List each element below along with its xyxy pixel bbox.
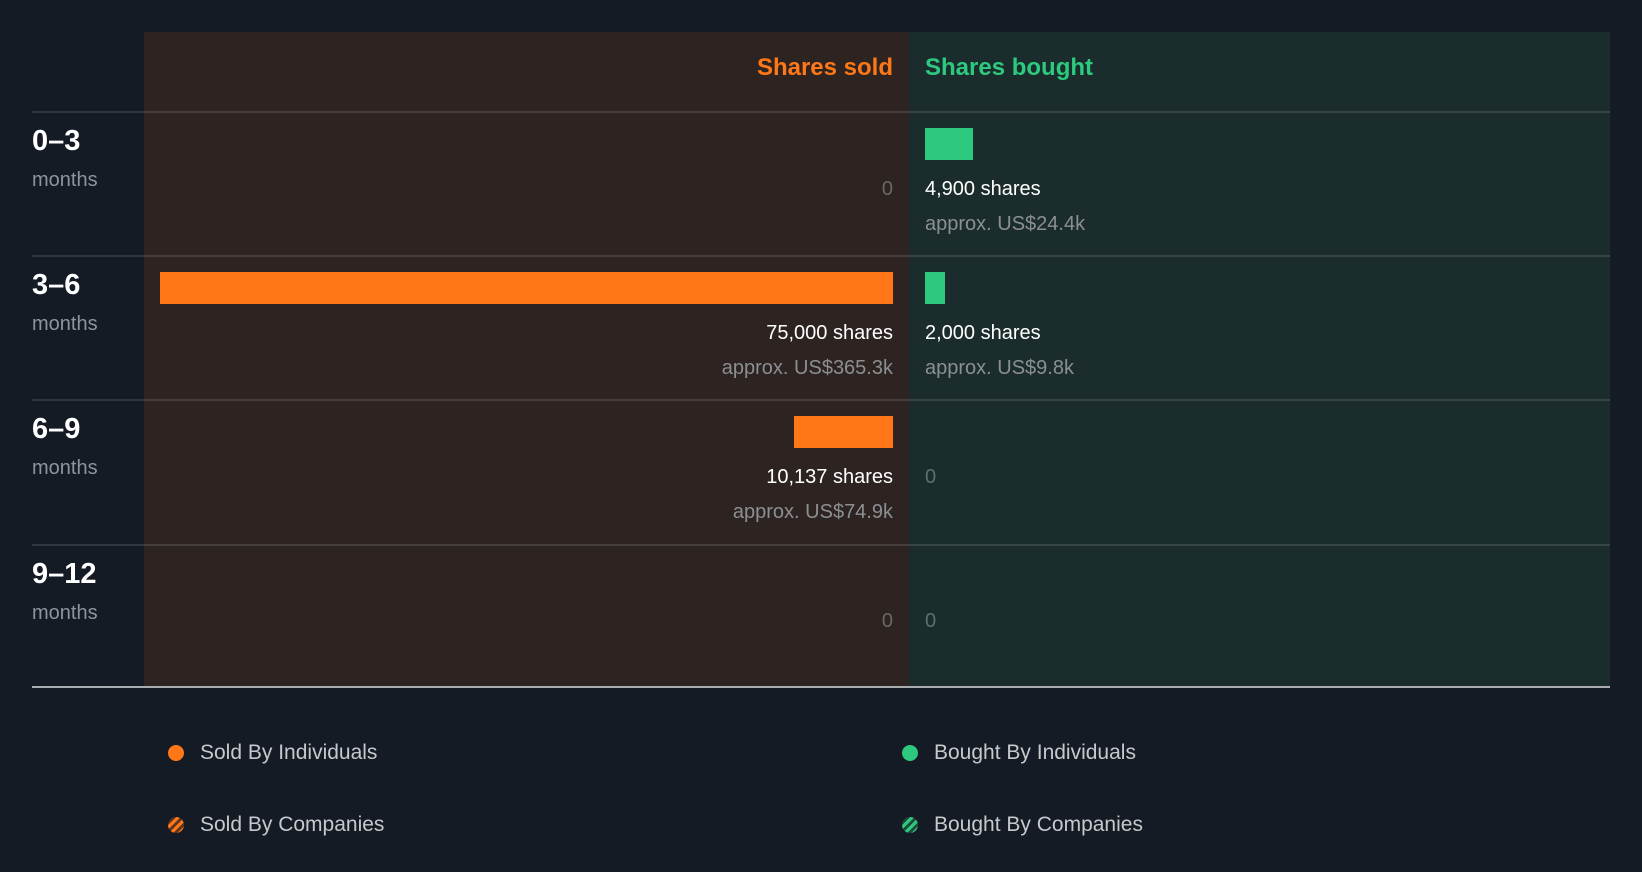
row-range: 0–3 [32,125,81,157]
sold-shares: 75,000 shares [766,322,893,344]
row-range: 3–6 [32,269,81,301]
bought-approx: approx. US$9.8k [925,357,1074,379]
legend-bought-companies[interactable]: Bought By Companies [902,813,1143,837]
bought-bar[interactable] [925,128,973,160]
row-range: 9–12 [32,558,97,590]
hatched-green-dot-icon [902,817,918,833]
row-separator [32,111,1610,113]
row-label-6-9: 6–9 months [32,412,98,480]
legend-bought-individuals[interactable]: Bought By Individuals [902,741,1136,765]
legend-sold-companies[interactable]: Sold By Companies [168,813,384,837]
row-unit: months [32,602,98,624]
row-separator [32,544,1610,546]
sold-bar[interactable] [794,416,893,448]
legend-label: Sold By Individuals [200,741,378,764]
legend-label: Bought By Companies [934,813,1143,836]
row-label-0-3: 0–3 months [32,124,98,192]
bought-bar[interactable] [925,272,945,304]
legend-label: Bought By Individuals [934,741,1136,764]
x-axis-line [32,686,1610,688]
solid-green-dot-icon [902,745,918,761]
row-separator [32,255,1610,257]
sold-bar[interactable] [160,272,893,304]
row-separator [32,399,1610,401]
bought-shares: 4,900 shares [925,178,1041,200]
legend-label: Sold By Companies [200,813,385,836]
shares-sold-panel [144,32,909,686]
row-unit: months [32,169,98,191]
hatched-orange-dot-icon [168,817,184,833]
sold-shares: 10,137 shares [766,466,893,488]
row-range: 6–9 [32,413,81,445]
sold-value: 0 [881,178,893,200]
bought-value: 0 [925,466,937,488]
bought-approx: approx. US$24.4k [925,213,1086,235]
bought-shares: 2,000 shares [925,322,1041,344]
shares-bought-panel [909,32,1610,686]
row-unit: months [32,457,98,479]
sold-value: 0 [881,610,893,632]
sold-approx: approx. US$74.9k [732,501,893,523]
row-unit: months [32,313,98,335]
shares-sold-header: Shares sold [756,54,893,81]
row-label-3-6: 3–6 months [32,268,98,336]
legend-sold-individuals[interactable]: Sold By Individuals [168,741,377,765]
row-label-9-12: 9–12 months [32,557,98,625]
solid-orange-dot-icon [168,745,184,761]
shares-bought-header: Shares bought [925,54,1094,81]
bought-value: 0 [925,610,937,632]
sold-approx: approx. US$365.3k [721,357,893,379]
